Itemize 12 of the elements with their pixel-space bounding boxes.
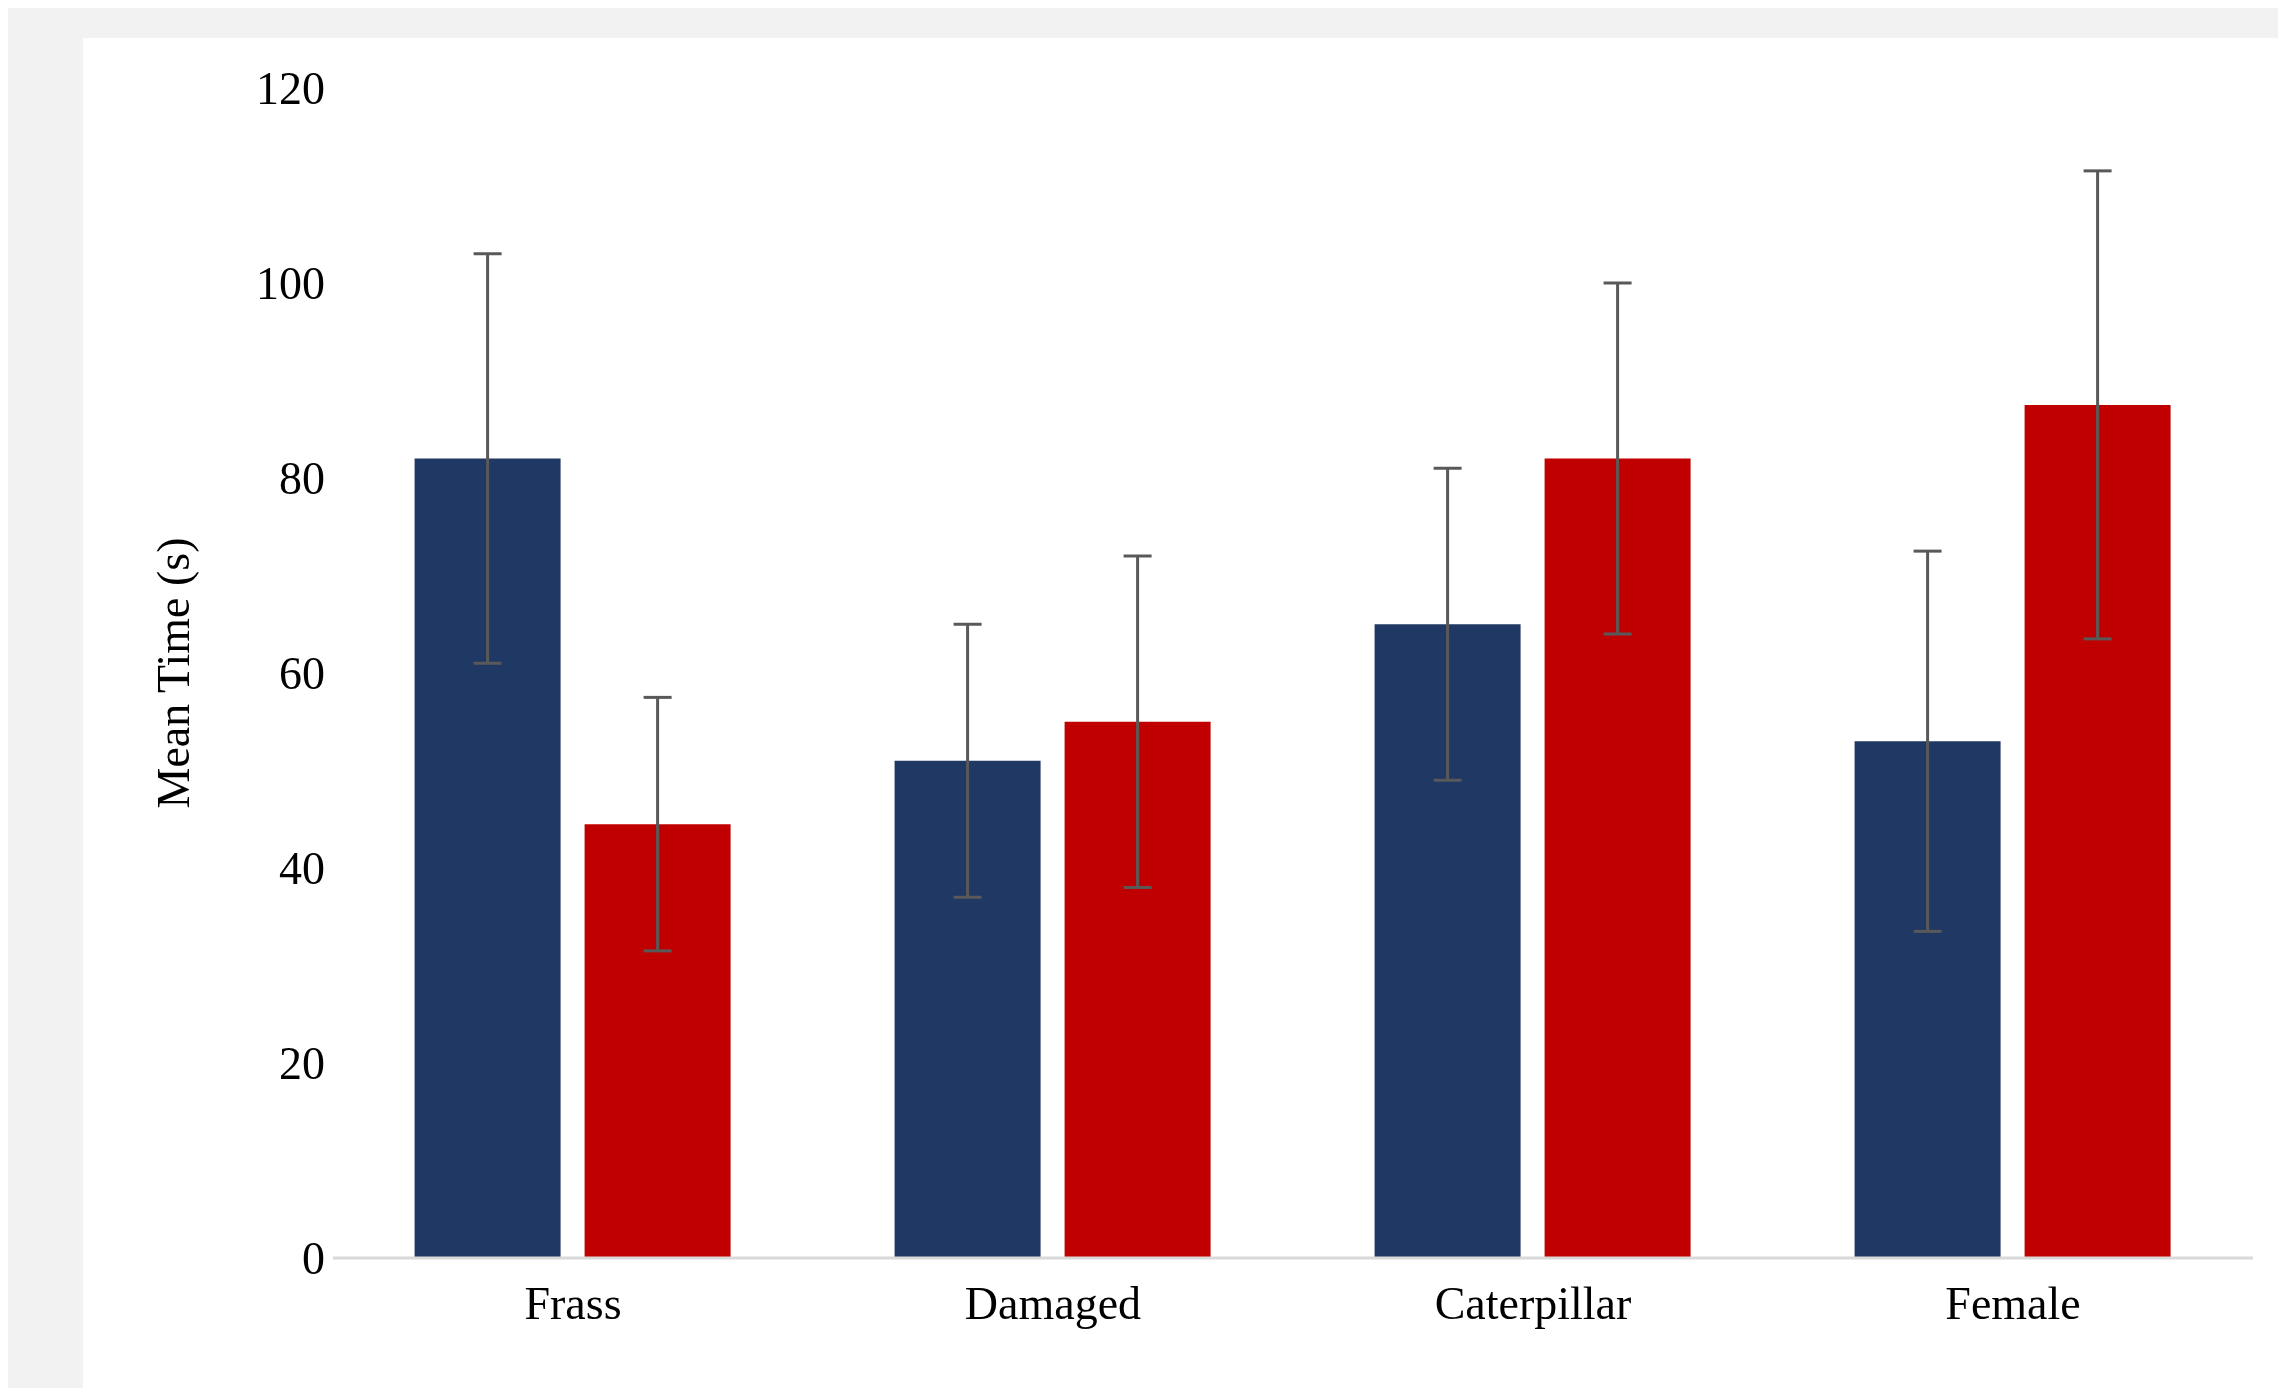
y-tick-label: 120 <box>256 63 325 115</box>
x-tick-label: Frass <box>524 1277 622 1329</box>
y-tick-label: 80 <box>279 453 325 505</box>
y-tick-label: 100 <box>256 258 325 310</box>
x-tick-label: Caterpillar <box>1434 1277 1632 1329</box>
x-tick-label: Female <box>1945 1277 2081 1329</box>
y-tick-label: 60 <box>279 648 325 700</box>
x-tick-label: Damaged <box>964 1277 1142 1329</box>
y-axis-title: Mean Time (s) <box>148 537 200 809</box>
y-tick-label: 20 <box>279 1038 325 1090</box>
y-tick-label: 0 <box>302 1233 325 1285</box>
y-tick-label: 40 <box>279 843 325 895</box>
